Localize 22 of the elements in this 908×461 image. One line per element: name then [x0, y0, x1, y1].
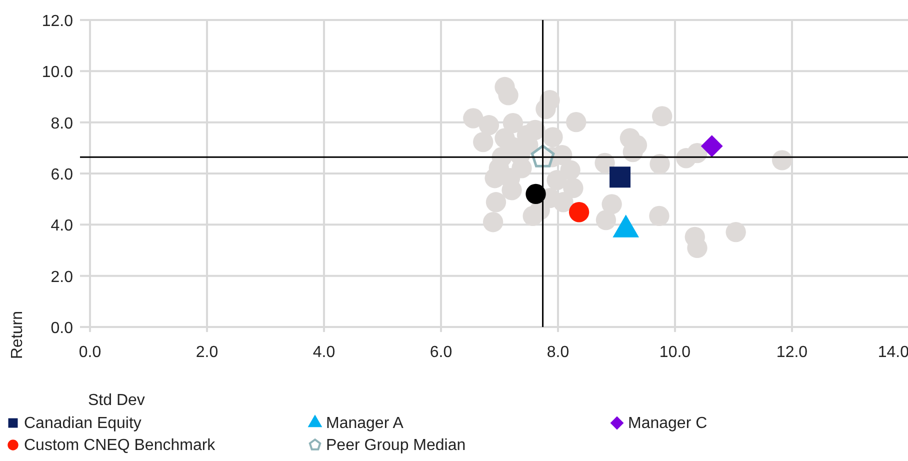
x-tick-label: 0.0 — [78, 344, 102, 361]
y-tick-label: 6.0 — [50, 166, 74, 184]
y-tick-label: 2.0 — [50, 268, 74, 286]
legend-label: Manager A — [326, 415, 404, 432]
x-tick-label: 4.0 — [312, 344, 336, 361]
y-tick-label: 10.0 — [42, 64, 74, 82]
x-tick-label: 8.0 — [546, 344, 570, 361]
x-tick-label: 2.0 — [196, 344, 218, 361]
x-tick-label: 14.0 — [878, 344, 908, 361]
x-tick-label: 12.0 — [776, 344, 808, 361]
y-tick-label: 0.0 — [50, 320, 74, 337]
y-tick-label: 8.0 — [50, 115, 74, 132]
x-tick-label: 10.0 — [659, 344, 691, 361]
y-axis-title: Return — [9, 310, 26, 359]
x-tick-label: 6.0 — [430, 344, 452, 361]
y-tick-label: 12.0 — [42, 13, 74, 30]
legend-label: Canadian Equity — [24, 415, 142, 432]
x-axis-title: Std Dev — [88, 392, 145, 409]
y-tick-label: 4.0 — [50, 218, 74, 235]
legend-label: Custom CNEQ Benchmark — [24, 437, 216, 454]
legend-label: Manager C — [628, 415, 708, 432]
legend-label: Peer Group Median — [326, 437, 466, 454]
